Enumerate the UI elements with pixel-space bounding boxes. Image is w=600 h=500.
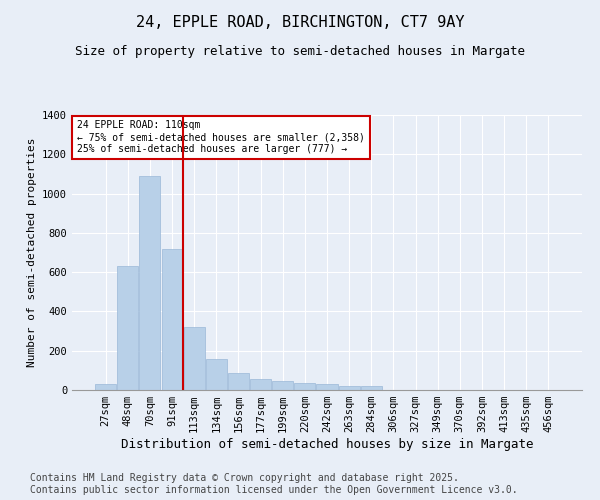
Bar [161,248,182,390]
Bar [228,374,249,390]
Bar [295,383,316,390]
Bar [272,381,293,390]
Bar [118,266,139,390]
Bar [361,386,382,390]
Bar [184,327,205,390]
Text: 24, EPPLE ROAD, BIRCHINGTON, CT7 9AY: 24, EPPLE ROAD, BIRCHINGTON, CT7 9AY [136,15,464,30]
Text: Contains HM Land Registry data © Crown copyright and database right 2025.
Contai: Contains HM Land Registry data © Crown c… [30,474,518,495]
Text: 24 EPPLE ROAD: 110sqm
← 75% of semi-detached houses are smaller (2,358)
25% of s: 24 EPPLE ROAD: 110sqm ← 75% of semi-deta… [77,120,365,154]
Y-axis label: Number of semi-detached properties: Number of semi-detached properties [26,138,37,367]
X-axis label: Distribution of semi-detached houses by size in Margate: Distribution of semi-detached houses by … [121,438,533,451]
Bar [139,176,160,390]
Bar [206,358,227,390]
Bar [95,384,116,390]
Bar [316,384,338,390]
Bar [250,379,271,390]
Text: Size of property relative to semi-detached houses in Margate: Size of property relative to semi-detach… [75,45,525,58]
Bar [338,386,359,390]
